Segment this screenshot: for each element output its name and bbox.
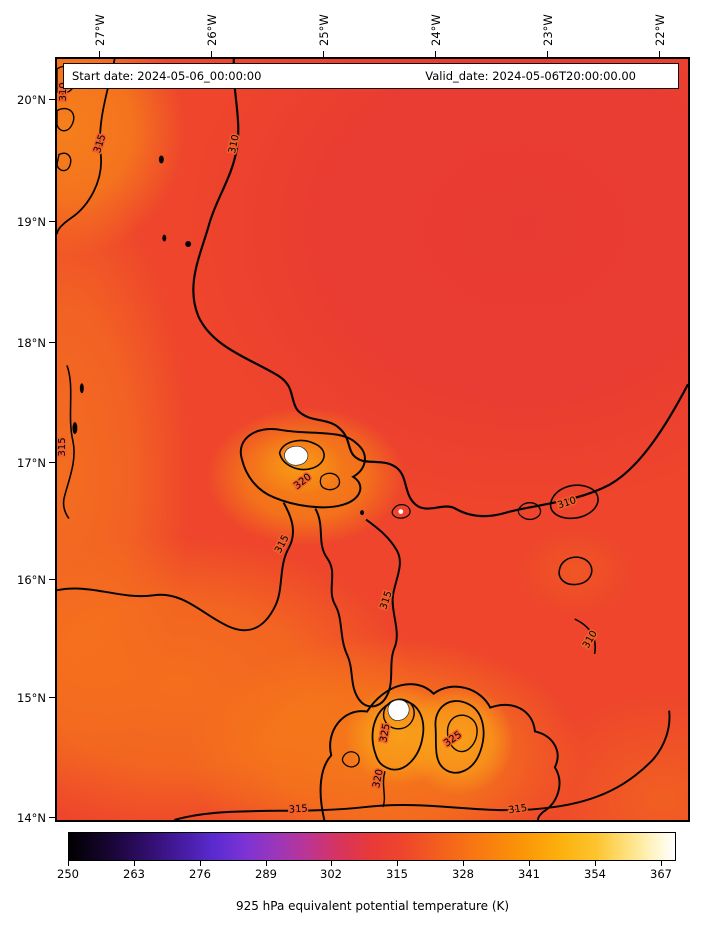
y-tick-mark bbox=[49, 342, 55, 344]
x-tick-mark bbox=[659, 51, 661, 57]
field-southeast-orange bbox=[524, 690, 688, 820]
white-dot-sao-nicolau bbox=[398, 509, 404, 515]
contour-boavista bbox=[558, 556, 593, 586]
x-tick-label: 23°W bbox=[541, 14, 555, 46]
contour-315-se-islands-outer bbox=[319, 683, 561, 820]
islet-speck bbox=[158, 155, 164, 164]
y-tick-label: 17°N bbox=[17, 456, 46, 470]
contour-320-santiago bbox=[434, 700, 485, 774]
contour-310-small-loop bbox=[517, 501, 542, 520]
field-northeast-red bbox=[186, 59, 688, 507]
contour-315-topleft bbox=[57, 59, 116, 235]
contour-sao-vicente bbox=[319, 472, 341, 491]
contour-label-315: 315 bbox=[57, 437, 68, 456]
contour-label-320: 320 bbox=[371, 768, 386, 789]
contour-315-left-edge bbox=[62, 365, 75, 520]
contour-310-main bbox=[192, 59, 688, 518]
islet-speck bbox=[360, 510, 365, 516]
date-banner: Start date: 2024-05-06_00:00:00 Valid_da… bbox=[63, 63, 679, 89]
contour-315-nw-islands bbox=[239, 428, 366, 509]
temperature-field bbox=[57, 59, 688, 820]
contour-320-fogo bbox=[371, 699, 425, 771]
contour-label-315: 315 bbox=[288, 803, 308, 815]
colorbar-tick-mark bbox=[529, 861, 531, 866]
colorbar-tick-label: 354 bbox=[584, 867, 606, 881]
contour-320-nw-islands bbox=[278, 439, 325, 471]
colorbar-tick-label: 263 bbox=[123, 867, 145, 881]
colorbar-tick-mark bbox=[463, 861, 465, 866]
y-tick-label: 16°N bbox=[17, 573, 46, 587]
colorbar-tick-label: 367 bbox=[650, 867, 672, 881]
contour-sao-nicolau bbox=[391, 504, 411, 519]
islet-speck bbox=[162, 234, 167, 242]
y-tick-label: 18°N bbox=[17, 336, 46, 350]
colorbar-tick-label: 250 bbox=[57, 867, 79, 881]
y-tick-mark bbox=[49, 579, 55, 581]
y-tick-label: 15°N bbox=[17, 691, 46, 705]
x-tick-mark bbox=[211, 51, 213, 57]
colorbar-tick-mark bbox=[331, 861, 333, 866]
colorbar-tick-mark bbox=[68, 861, 70, 866]
contour-corner-blob-2 bbox=[57, 107, 75, 132]
colorbar-tick-mark bbox=[397, 861, 399, 866]
y-tick-label: 20°N bbox=[17, 93, 46, 107]
x-tick-mark bbox=[547, 51, 549, 57]
contour-310-closed-loop bbox=[549, 484, 599, 520]
y-tick-label: 19°N bbox=[17, 215, 46, 229]
y-tick-mark bbox=[49, 462, 55, 464]
x-tick-mark bbox=[99, 51, 101, 57]
y-tick-label: 14°N bbox=[17, 811, 46, 825]
islet-speck bbox=[79, 383, 84, 394]
valid-date-text: Valid_date: 2024-05-06T20:00:00.00 bbox=[425, 69, 636, 83]
map-plot-area: 310 315 310 315 315 315 320 310 310 320 … bbox=[55, 57, 690, 822]
island-specks bbox=[72, 155, 365, 516]
field-santiago-core bbox=[404, 685, 515, 796]
white-patch-santo-antao bbox=[284, 445, 309, 466]
colorbar-tick-label: 276 bbox=[189, 867, 211, 881]
colorbar-tick-mark bbox=[134, 861, 136, 866]
colorbar-tick-mark bbox=[661, 861, 663, 866]
x-tick-label: 24°W bbox=[429, 14, 443, 46]
colorbar-tick-mark bbox=[200, 861, 202, 866]
x-tick-label: 27°W bbox=[93, 14, 107, 46]
y-tick-mark bbox=[49, 99, 55, 101]
colorbar-tick-label: 315 bbox=[386, 867, 408, 881]
contour-320-fogo-tail bbox=[382, 771, 386, 808]
contour-310-right-arc bbox=[574, 618, 596, 655]
contour-315-southwest-west bbox=[57, 502, 294, 632]
x-tick-mark bbox=[435, 51, 437, 57]
start-date-text: Start date: 2024-05-06_00:00:00 bbox=[72, 69, 262, 83]
contour-corner-blob-3 bbox=[57, 152, 72, 172]
white-patch-fogo bbox=[387, 699, 410, 721]
islet-speck bbox=[185, 241, 192, 248]
contour-325-santiago bbox=[446, 714, 478, 753]
colorbar-tick-mark bbox=[266, 861, 268, 866]
white-masked-patches bbox=[284, 445, 410, 721]
y-tick-mark bbox=[49, 817, 55, 819]
islet-speck bbox=[72, 422, 78, 435]
colorbar-tick-mark bbox=[595, 861, 597, 866]
contour-315-bottom bbox=[173, 710, 671, 820]
contour-label-315: 315 bbox=[508, 803, 528, 817]
x-tick-label: 26°W bbox=[205, 14, 219, 46]
colorbar-tick-label: 302 bbox=[320, 867, 342, 881]
colorbar-tick-label: 328 bbox=[452, 867, 474, 881]
y-tick-mark bbox=[49, 221, 55, 223]
contour-lines bbox=[57, 59, 688, 820]
colorbar-tick-label: 289 bbox=[255, 867, 277, 881]
contour-315-southwest-east-tongue bbox=[314, 508, 401, 708]
theta-e-field-svg: 310 315 310 315 315 315 320 310 310 320 … bbox=[57, 59, 688, 820]
x-tick-label: 25°W bbox=[317, 14, 331, 46]
colorbar-tick-label: 341 bbox=[518, 867, 540, 881]
colorbar-caption: 925 hPa equivalent potential temperature… bbox=[235, 899, 510, 913]
colorbar bbox=[68, 832, 676, 861]
field-boavista-orange bbox=[516, 526, 636, 617]
x-tick-label: 22°W bbox=[653, 14, 667, 46]
contour-label-325: 325 bbox=[378, 723, 392, 744]
contour-brava bbox=[341, 751, 360, 768]
x-tick-mark bbox=[323, 51, 325, 57]
y-tick-mark bbox=[49, 697, 55, 699]
